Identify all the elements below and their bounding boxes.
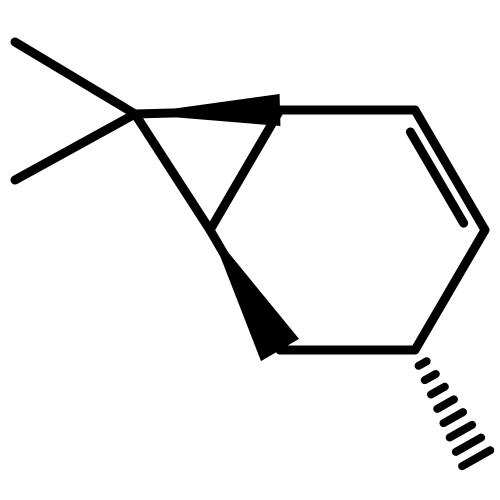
bond: [419, 361, 427, 366]
bond: [462, 450, 490, 466]
wedge: [210, 230, 299, 361]
bond: [415, 230, 485, 350]
bond: [135, 114, 210, 230]
bond: [443, 412, 463, 423]
bond: [210, 110, 280, 230]
bond: [437, 399, 454, 408]
bond: [456, 438, 481, 452]
bond: [15, 114, 135, 180]
bond: [15, 42, 135, 114]
bond: [415, 110, 485, 230]
molecule-diagram: [0, 0, 500, 500]
bond: [431, 387, 445, 395]
bond: [425, 374, 436, 380]
bond: [450, 425, 472, 438]
